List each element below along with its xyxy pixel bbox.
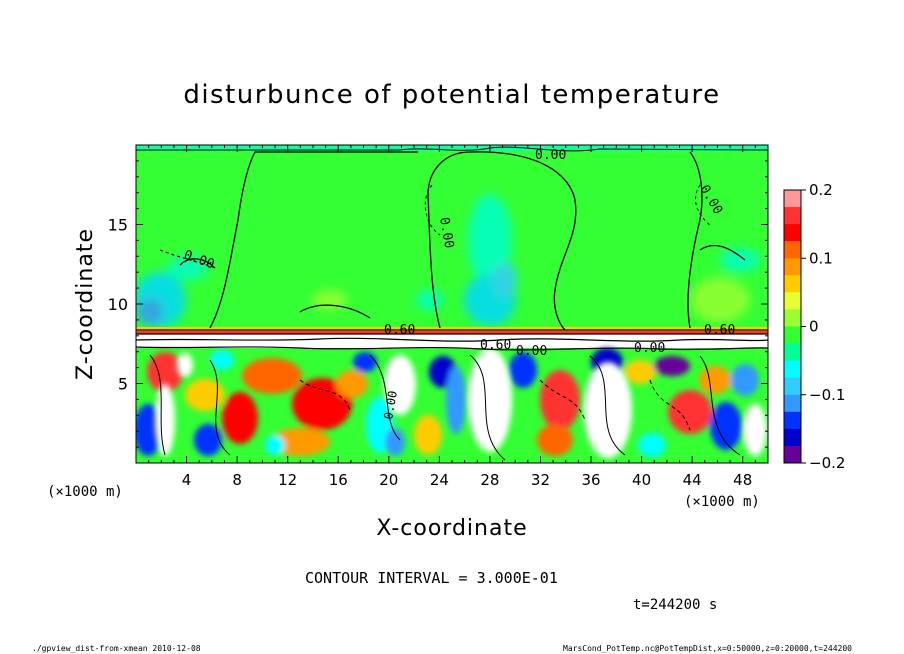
y-axis-title: Z-coordinate bbox=[73, 228, 98, 380]
colorbar-swatch bbox=[784, 190, 801, 208]
colorbar-swatch bbox=[784, 343, 801, 362]
x-tick-label: 16 bbox=[329, 471, 348, 489]
x-tick-label: 4 bbox=[182, 471, 192, 489]
y-tick-label: 10 bbox=[108, 295, 128, 314]
colorbar-swatch bbox=[784, 309, 801, 327]
chart-title: disturbunce of potential temperature bbox=[183, 80, 720, 110]
x-tick-label: 36 bbox=[581, 471, 600, 489]
x-tick-label: 48 bbox=[733, 471, 752, 489]
y-axis-unit: (×1000 m) bbox=[47, 484, 123, 500]
x-tick-label: 44 bbox=[683, 471, 702, 489]
x-axis: 4 8 12 16 20 24 28 32 36 40 44 48 bbox=[148, 145, 756, 489]
contour-label: 0.00 bbox=[516, 344, 547, 359]
colorbar-swatch bbox=[784, 207, 801, 225]
colorbar-swatch bbox=[784, 258, 801, 276]
time-label: t=244200 s bbox=[633, 597, 717, 613]
y-tick-label: 15 bbox=[108, 216, 128, 235]
x-axis-title: X-coordinate bbox=[376, 516, 527, 541]
colorbar-tick-label: −0.1 bbox=[809, 386, 845, 404]
x-tick-label: 12 bbox=[278, 471, 297, 489]
heatmap-field: 0.00 0.00 0.00 0.00 0.60 0.60 0.60 0.00 … bbox=[136, 145, 768, 463]
colorbar-swatch bbox=[784, 394, 801, 413]
contour-label: 0.00 bbox=[535, 148, 566, 163]
contour-label: 0.00 bbox=[381, 390, 400, 421]
colorbar-swatch bbox=[784, 360, 801, 379]
footer-right: MarsCond_PotTemp.nc@PotTempDist,x=0:5000… bbox=[563, 644, 852, 653]
footer-left: ./gpview_dist-from-xmean 2010-12-08 bbox=[32, 644, 201, 653]
y-axis: 5 10 15 bbox=[108, 160, 768, 448]
colorbar-swatch bbox=[784, 241, 801, 259]
colorbar-swatch bbox=[784, 326, 801, 345]
contour-label: 0.60 bbox=[384, 323, 415, 338]
x-tick-label: 8 bbox=[232, 471, 242, 489]
x-tick-label: 20 bbox=[379, 471, 398, 489]
y-tick-label: 5 bbox=[118, 375, 128, 394]
x-tick-label: 32 bbox=[531, 471, 550, 489]
contour-interval: CONTOUR INTERVAL = 3.000E-01 bbox=[305, 569, 558, 587]
contour-label: 0.60 bbox=[480, 338, 511, 353]
colorbar-swatch bbox=[784, 411, 801, 430]
colorbar-tick-label: 0.1 bbox=[809, 249, 833, 267]
colorbar-swatch bbox=[784, 275, 801, 293]
contour-label: 0.60 bbox=[704, 323, 735, 338]
x-axis-unit: (×1000 m) bbox=[684, 494, 760, 510]
x-tick-label: 28 bbox=[480, 471, 499, 489]
x-tick-label: 40 bbox=[632, 471, 651, 489]
colorbar-tick-label: 0.2 bbox=[809, 181, 833, 199]
colorbar-swatch bbox=[784, 445, 801, 464]
contour-label: 0.00 bbox=[436, 216, 456, 249]
colorbar: 0.2 0.1 0 −0.1 −0.2 bbox=[783, 181, 845, 472]
colorbar-swatch bbox=[784, 224, 801, 242]
colorbar-swatch bbox=[784, 428, 801, 447]
colorbar-swatch bbox=[784, 377, 801, 396]
colorbar-swatch bbox=[784, 292, 801, 310]
colorbar-tick-label: −0.2 bbox=[809, 454, 845, 472]
colorbar-tick-label: 0 bbox=[809, 318, 819, 336]
x-tick-label: 24 bbox=[430, 471, 449, 489]
contour-label: 0.00 bbox=[634, 341, 665, 356]
